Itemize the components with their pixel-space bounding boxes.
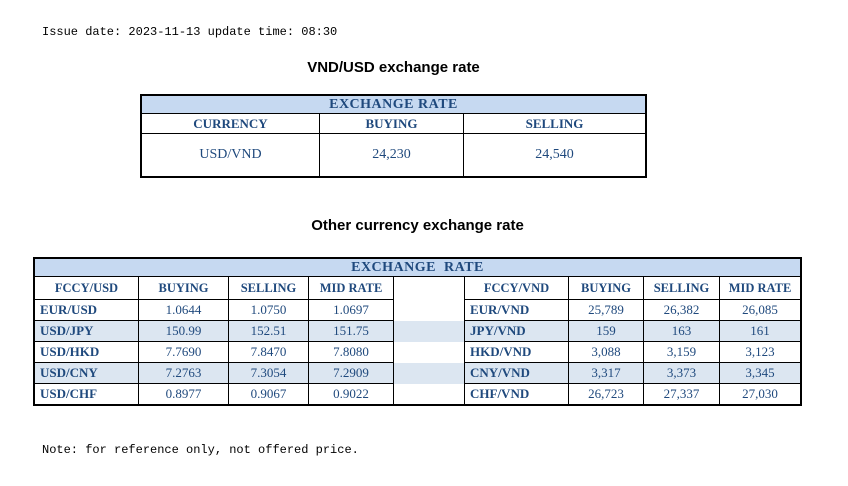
rate-cell: 0.9067 — [229, 384, 309, 404]
rate-cell: 3,317 — [569, 363, 644, 384]
rate-cell: 3,123 — [720, 342, 800, 363]
exchange-rate-banner: EXCHANGE RATE — [142, 96, 645, 114]
spacer-cell — [394, 384, 465, 404]
usd-vnd-rate-table: EXCHANGE RATE CURRENCY BUYING SELLING US… — [140, 94, 647, 178]
column-header-buying-right: BUYING — [569, 277, 644, 300]
other-currency-rate-table: EXCHANGE RATE FCCY/USD BUYING SELLING MI… — [33, 257, 802, 406]
spacer-cell — [394, 342, 465, 363]
column-header-buying: BUYING — [320, 114, 464, 134]
note-text: Note: for reference only, not offered pr… — [42, 443, 359, 457]
currency-pair-cell: USD/VND — [142, 134, 320, 176]
currency-pair-cell: USD/CNY — [35, 363, 139, 384]
usd-table-title: VND/USD exchange rate — [307, 59, 480, 76]
rate-cell: 26,382 — [644, 300, 720, 321]
rate-cell: 0.9022 — [309, 384, 394, 404]
table-row: USD/CHF 0.8977 0.9067 0.9022 CHF/VND 26,… — [35, 384, 800, 404]
rate-cell: 150.99 — [139, 321, 229, 342]
rate-cell: 1.0750 — [229, 300, 309, 321]
rate-cell: 7.2763 — [139, 363, 229, 384]
spacer-cell — [394, 321, 465, 342]
currency-pair-cell: EUR/VND — [465, 300, 569, 321]
currency-pair-cell: CHF/VND — [465, 384, 569, 404]
table-row: USD/JPY 150.99 152.51 151.75 JPY/VND 159… — [35, 321, 800, 342]
column-header-midrate-left: MID RATE — [309, 277, 394, 300]
column-header-selling-right: SELLING — [644, 277, 720, 300]
spacer-cell — [394, 277, 465, 300]
currency-pair-cell: CNY/VND — [465, 363, 569, 384]
column-header-midrate-right: MID RATE — [720, 277, 800, 300]
rate-cell: 151.75 — [309, 321, 394, 342]
currency-pair-cell: USD/CHF — [35, 384, 139, 404]
rate-cell: 7.8080 — [309, 342, 394, 363]
table-row: USD/HKD 7.7690 7.8470 7.8080 HKD/VND 3,0… — [35, 342, 800, 363]
rate-cell: 3,159 — [644, 342, 720, 363]
table-banner-row: EXCHANGE RATE — [35, 259, 800, 277]
column-header-fccy-usd: FCCY/USD — [35, 277, 139, 300]
rate-cell: 159 — [569, 321, 644, 342]
rate-cell: 152.51 — [229, 321, 309, 342]
column-header-fccy-vnd: FCCY/VND — [465, 277, 569, 300]
column-header-row: FCCY/USD BUYING SELLING MID RATE FCCY/VN… — [35, 277, 800, 300]
issue-date-text: Issue date: 2023-11-13 update time: 08:3… — [42, 25, 338, 39]
rate-cell: 25,789 — [569, 300, 644, 321]
exchange-rate-banner: EXCHANGE RATE — [35, 259, 800, 277]
table-row: EUR/USD 1.0644 1.0750 1.0697 EUR/VND 25,… — [35, 300, 800, 321]
column-header-buying-left: BUYING — [139, 277, 229, 300]
rate-cell: 27,030 — [742, 386, 778, 401]
rate-cell: 3,345 — [720, 363, 800, 384]
rate-cell: 7.3054 — [229, 363, 309, 384]
currency-pair-cell: EUR/USD — [35, 300, 139, 321]
rate-cell: 26,085 — [720, 300, 800, 321]
table-banner-row: EXCHANGE RATE — [142, 96, 645, 114]
rate-cell: 3,373 — [644, 363, 720, 384]
table-row: USD/VND 24,230 24,540 — [142, 134, 645, 176]
currency-pair-cell: HKD/VND — [465, 342, 569, 363]
column-header-selling-left: SELLING — [229, 277, 309, 300]
currency-pair-cell: USD/HKD — [35, 342, 139, 363]
rate-cell: 1.0644 — [139, 300, 229, 321]
currency-pair-cell: JPY/VND — [465, 321, 569, 342]
rate-cell: 26,723 — [569, 384, 644, 404]
spacer-cell — [394, 300, 465, 321]
rate-cell: 1.0697 — [309, 300, 394, 321]
rate-cell: 27,337 — [644, 384, 720, 404]
column-header-row: CURRENCY BUYING SELLING — [142, 114, 645, 134]
column-header-currency: CURRENCY — [142, 114, 320, 134]
buying-rate-cell: 24,230 — [320, 134, 464, 176]
other-table-title: Other currency exchange rate — [311, 217, 524, 234]
rate-cell: 0.8977 — [139, 384, 229, 404]
rate-cell: 7.2909 — [309, 363, 394, 384]
currency-pair-cell: USD/JPY — [35, 321, 139, 342]
table-row: USD/CNY 7.2763 7.3054 7.2909 CNY/VND 3,3… — [35, 363, 800, 384]
column-header-selling: SELLING — [464, 114, 645, 134]
spacer-cell — [394, 363, 465, 384]
rate-cell: 3,088 — [569, 342, 644, 363]
selling-rate-cell: 24,540 — [535, 147, 574, 162]
rate-cell: 161 — [720, 321, 800, 342]
rate-cell: 7.8470 — [229, 342, 309, 363]
rate-cell: 7.7690 — [139, 342, 229, 363]
rate-cell: 163 — [644, 321, 720, 342]
